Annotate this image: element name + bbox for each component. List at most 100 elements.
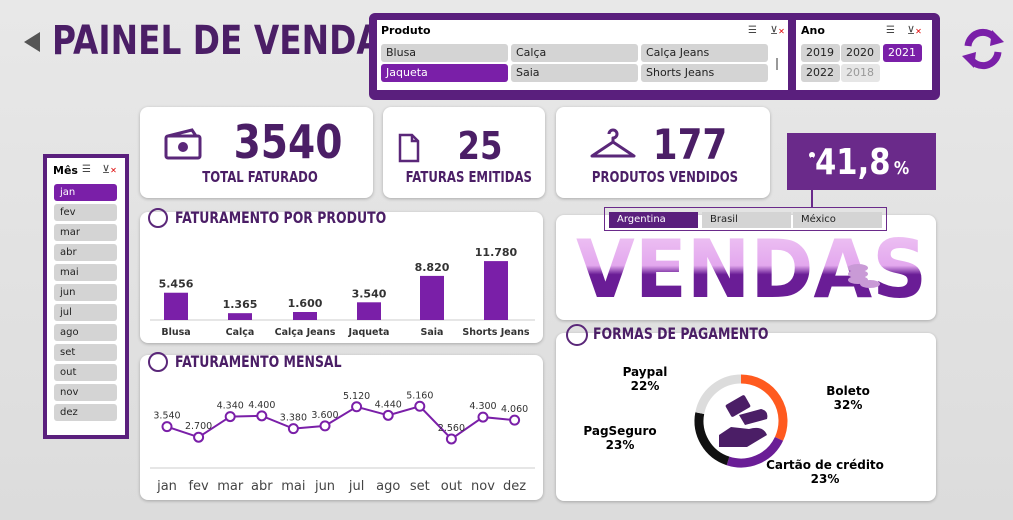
bar-category-label: Jaqueta bbox=[348, 327, 390, 338]
bar-value-label: 3.540 bbox=[352, 287, 387, 300]
mes-option-jun[interactable]: jun bbox=[54, 284, 117, 301]
pie-slice-percent: 22% bbox=[630, 379, 660, 393]
formas-pagamento-chart bbox=[694, 374, 788, 468]
line-value-label: 2.700 bbox=[185, 421, 212, 432]
pie-slice-name: Paypal bbox=[622, 365, 668, 379]
line-value-label: 3.380 bbox=[280, 413, 307, 424]
mes-option-nov[interactable]: nov bbox=[54, 384, 117, 401]
donut-slice-2 bbox=[726, 436, 784, 468]
mes-option-mai[interactable]: mai bbox=[54, 264, 117, 281]
mes-option-fev[interactable]: fev bbox=[54, 204, 117, 221]
line-category-label: mai bbox=[281, 479, 305, 494]
bar-value-label: 11.780 bbox=[475, 246, 518, 259]
ano-option-5[interactable]: 2018 bbox=[841, 64, 880, 82]
vendas-card bbox=[556, 215, 936, 320]
bar-4 bbox=[357, 302, 381, 320]
line-point-set bbox=[414, 400, 426, 412]
produto-slicer-title: Produto bbox=[381, 24, 431, 37]
money-icon bbox=[725, 395, 751, 417]
multi-select-icon[interactable]: ☰ bbox=[748, 25, 757, 36]
mes-option-abr[interactable]: abr bbox=[54, 244, 117, 261]
line-value-label: 4.400 bbox=[248, 400, 275, 411]
line-point-nov bbox=[477, 411, 489, 423]
mes-option-jan[interactable]: jan bbox=[54, 184, 117, 201]
line-value-label: 5.120 bbox=[343, 391, 370, 402]
bar-value-label: 5.456 bbox=[159, 278, 194, 291]
line-category-label: jan bbox=[156, 479, 177, 494]
multi-select-icon[interactable]: ☰ bbox=[886, 25, 895, 36]
ano-option-2[interactable]: 2020 bbox=[841, 44, 880, 62]
kpi-produtos-vendidos bbox=[556, 107, 770, 198]
line-value-label: 5.160 bbox=[406, 390, 433, 401]
bar-category-label: Saia bbox=[421, 327, 444, 338]
line-value-label: 4.340 bbox=[217, 401, 244, 412]
bar-3 bbox=[293, 312, 317, 320]
pie-label-1: Boleto 32% bbox=[808, 384, 888, 412]
country-option-3[interactable]: México bbox=[793, 212, 882, 228]
mes-option-ago[interactable]: ago bbox=[54, 324, 117, 341]
formas-pagamento-title: FORMAS DE PAGAMENTO bbox=[593, 324, 769, 343]
mes-option-mar[interactable]: mar bbox=[54, 224, 117, 241]
line-point-fev bbox=[193, 431, 205, 443]
payment-circle-icon bbox=[566, 324, 588, 346]
pie-label-3: PagSeguro 23% bbox=[575, 424, 665, 452]
line-category-label: nov bbox=[471, 479, 495, 494]
produto-option-6[interactable]: Shorts Jeans bbox=[641, 64, 768, 82]
faturamento-mensal-chart: 3.540 jan 2.700 fev 4.340 mar 4.400 abr 3.380 mai… bbox=[150, 390, 535, 494]
ano-slicer-title: Ano bbox=[801, 24, 825, 37]
cash-icon bbox=[164, 128, 202, 160]
bar-category-label: Calça Jeans bbox=[275, 327, 336, 338]
clear-filter-icon[interactable]: ⊻✕ bbox=[907, 24, 922, 37]
refresh-icon[interactable] bbox=[958, 24, 1008, 74]
line-category-label: out bbox=[441, 479, 462, 494]
pie-slice-percent: 32% bbox=[833, 398, 863, 412]
donut-slice-4 bbox=[695, 374, 742, 415]
faturamento-produto-card bbox=[140, 212, 543, 343]
produto-option-2[interactable]: Calça bbox=[511, 44, 638, 62]
bar-6 bbox=[484, 261, 508, 320]
clear-filter-icon[interactable]: ⊻✕ bbox=[102, 163, 117, 176]
ano-option-1[interactable]: 2019 bbox=[801, 44, 840, 62]
line-point-abr bbox=[256, 410, 268, 422]
bar-value-label: 1.365 bbox=[223, 298, 258, 311]
produto-option-4[interactable]: Jaqueta bbox=[381, 64, 508, 82]
line-point-out bbox=[445, 433, 457, 445]
hanger-icon bbox=[590, 128, 636, 158]
pie-slice-name: Boleto bbox=[826, 384, 870, 398]
line-value-label: 4.060 bbox=[501, 404, 528, 415]
kpi-percent-value: 41,8% bbox=[815, 142, 917, 183]
bar-category-label: Shorts Jeans bbox=[462, 327, 529, 338]
pie-slice-percent: 23% bbox=[605, 438, 635, 452]
faturamento-mensal-title: FATURAMENTO MENSAL bbox=[175, 352, 342, 371]
line-point-dez bbox=[509, 414, 521, 426]
kpi-percent-unit: % bbox=[893, 158, 910, 179]
back-arrow-icon[interactable] bbox=[24, 32, 40, 52]
kpi-total-faturado bbox=[140, 107, 373, 198]
produto-option-3[interactable]: Calça Jeans bbox=[641, 44, 768, 62]
ano-option-3[interactable]: 2021 bbox=[883, 44, 922, 62]
line-value-label: 4.300 bbox=[469, 401, 496, 412]
mes-option-set[interactable]: set bbox=[54, 344, 117, 361]
mes-option-dez[interactable]: dez bbox=[54, 404, 117, 421]
donut-slice-1 bbox=[740, 374, 788, 441]
ano-option-4[interactable]: 2022 bbox=[801, 64, 840, 82]
mes-option-jul[interactable]: jul bbox=[54, 304, 117, 321]
clear-filter-icon[interactable]: ⊻✕ bbox=[770, 24, 785, 37]
vendas-banner-text: VENDAS bbox=[576, 223, 927, 316]
country-option-2[interactable]: Brasil bbox=[702, 212, 791, 228]
produto-option-1[interactable]: Blusa bbox=[381, 44, 508, 62]
mes-option-out[interactable]: out bbox=[54, 364, 117, 381]
produto-option-5[interactable]: Saia bbox=[511, 64, 638, 82]
pie-label-2: Cartão de crédito 23% bbox=[760, 458, 890, 486]
money-circle-icon bbox=[148, 208, 168, 228]
line-point-ago bbox=[382, 409, 394, 421]
produto-scrollbar[interactable] bbox=[776, 58, 778, 70]
line-category-label: mar bbox=[217, 479, 244, 494]
line-value-label: 4.440 bbox=[375, 399, 402, 410]
multi-select-icon[interactable]: ☰ bbox=[82, 164, 91, 175]
line-point-jan bbox=[161, 421, 173, 433]
country-option-1[interactable]: Argentina bbox=[609, 212, 698, 228]
line-point-jul bbox=[351, 401, 363, 413]
bar-1 bbox=[164, 292, 188, 320]
line-category-label: dez bbox=[503, 479, 526, 494]
